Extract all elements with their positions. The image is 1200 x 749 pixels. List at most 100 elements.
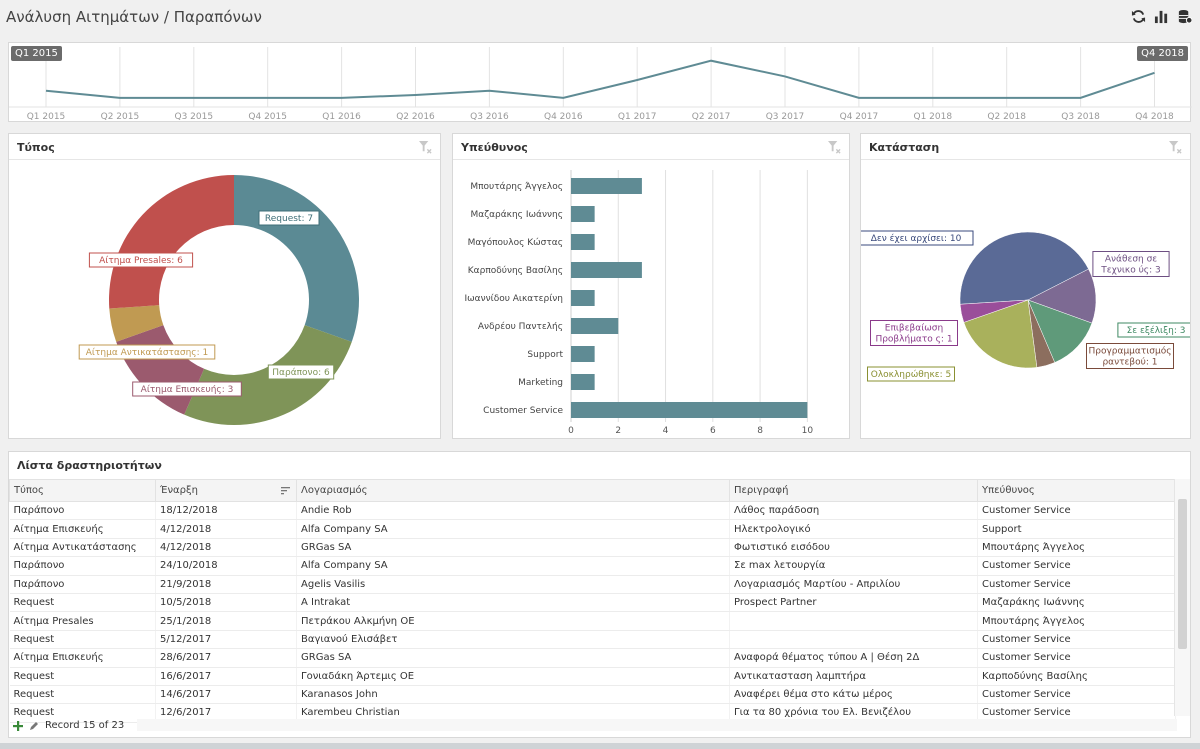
type-donut-chart[interactable]: Request: 7 Παράπονο: 6 Αίτημα Επισκευής: 3… [9, 160, 440, 438]
table-cell[interactable]: Σε max λετουργία [729, 556, 978, 576]
clear-filter-icon[interactable] [419, 141, 432, 154]
column-header-type[interactable]: Τύπος [9, 479, 156, 502]
pie-label-text: Προβλήματο ς: 1 [875, 335, 952, 345]
table-cell[interactable]: Ηλεκτρολογικό [729, 519, 978, 539]
table-cell[interactable]: Καρποδύνης Βασίλης [977, 667, 1176, 686]
table-cell[interactable]: Request [9, 703, 156, 723]
sort-desc-icon[interactable] [281, 487, 290, 495]
table-cell[interactable]: Agelis Vasilis [296, 575, 730, 594]
table-cell[interactable] [729, 630, 978, 650]
table-row[interactable]: Request 16/6/2017 Γονιαδάκη Άρτεμις ΟΕ Αντι… [9, 667, 1176, 686]
edit-icon[interactable] [29, 721, 39, 731]
timeline-end-tag[interactable]: Q4 2018 [1137, 46, 1188, 61]
database-icon[interactable] [1177, 9, 1192, 24]
table-row[interactable]: Αίτημα Επισκευής 28/6/2017 GRGas SA Αναφορά… [9, 648, 1176, 668]
add-icon[interactable] [13, 720, 23, 731]
table-cell[interactable]: Λάθος παράδοση [729, 501, 978, 521]
table-row[interactable]: Παράπονο 24/10/2018 Alfa Company SA Σε max … [9, 556, 1176, 576]
vertical-scrollbar[interactable] [1174, 479, 1190, 716]
table-cell[interactable]: 4/12/2018 [155, 519, 297, 539]
scrollbar-thumb[interactable] [1178, 499, 1187, 649]
table-cell[interactable]: Βαγιανού Ελισάβετ [296, 630, 730, 650]
table-cell[interactable]: 5/12/2017 [155, 630, 297, 650]
pie-label-box [870, 320, 958, 346]
table-cell[interactable]: Customer Service [977, 501, 1176, 521]
table-cell[interactable]: 28/6/2017 [155, 648, 297, 668]
table-cell[interactable]: Παράπονο [9, 556, 156, 576]
horizontal-scrollbar[interactable] [137, 719, 1177, 731]
bar-chart-icon[interactable] [1154, 9, 1169, 24]
clear-filter-icon[interactable] [828, 141, 841, 154]
table-cell[interactable]: Request [9, 630, 156, 650]
timeline-tick-label: Q3 2016 [470, 112, 509, 122]
table-cell[interactable]: Λογαριασμός Μαρτίου - Απριλίου [729, 575, 978, 594]
table-cell[interactable]: 24/10/2018 [155, 556, 297, 576]
table-cell[interactable]: Alfa Company SA [296, 519, 730, 539]
table-cell[interactable]: GRGas SA [296, 648, 730, 668]
table-cell[interactable]: 25/1/2018 [155, 611, 297, 631]
table-cell[interactable]: Customer Service [977, 685, 1176, 705]
table-cell[interactable]: Γονιαδάκη Άρτεμις ΟΕ [296, 667, 730, 686]
table-cell[interactable]: Αναφέρει θέμα στο κάτω μέρος [729, 685, 978, 705]
table-cell[interactable]: 21/9/2018 [155, 575, 297, 594]
table-cell[interactable]: 16/6/2017 [155, 667, 297, 686]
table-cell[interactable]: Request [9, 667, 156, 686]
table-cell[interactable]: Andie Rob [296, 501, 730, 521]
table-cell[interactable]: Customer Service [977, 556, 1176, 576]
table-cell[interactable]: Φωτιστικό εισόδου [729, 538, 978, 558]
table-cell[interactable]: Customer Service [977, 630, 1176, 650]
bar [571, 234, 595, 250]
column-header-description[interactable]: Περιγραφή [729, 479, 978, 502]
table-row[interactable]: Παράπονο 21/9/2018 Agelis Vasilis Λογαριασμ… [9, 575, 1176, 594]
table-cell[interactable]: 10/5/2018 [155, 593, 297, 613]
timeline-start-tag[interactable]: Q1 2015 [11, 46, 62, 61]
table-cell[interactable]: A Intrakat [296, 593, 730, 613]
table-cell[interactable]: 18/12/2018 [155, 501, 297, 521]
table-row[interactable]: Αίτημα Presales 25/1/2018 Πετράκου Αλκμήνη… [9, 611, 1176, 631]
table-cell[interactable]: 4/12/2018 [155, 538, 297, 558]
table-row[interactable]: Request 14/6/2017 Karanasos John Αναφέρει θ… [9, 685, 1176, 705]
table-cell[interactable]: Αναφορά θέματος τύπου Α | Θέση 2Δ [729, 648, 978, 668]
table-row[interactable]: Αίτημα Επισκευής 4/12/2018 Alfa Company SA… [9, 519, 1176, 539]
table-cell[interactable]: Αίτημα Επισκευής [9, 519, 156, 539]
table-cell[interactable]: Παράπονο [9, 575, 156, 594]
table-cell[interactable]: Αντικατασταση λαμπτήρα [729, 667, 978, 686]
table-cell[interactable]: Αίτημα Presales [9, 611, 156, 631]
table-cell[interactable]: Αίτημα Αντικατάστασης [9, 538, 156, 558]
table-row[interactable]: Request 10/5/2018 A Intrakat Prospect Partn… [9, 593, 1176, 613]
column-header-owner[interactable]: Υπεύθυνος [977, 479, 1176, 502]
table-row[interactable]: Αίτημα Αντικατάστασης 4/12/2018 GRGas SA Φω… [9, 538, 1176, 558]
table-cell[interactable]: Πετράκου Αλκμήνη ΟΕ [296, 611, 730, 631]
table-cell[interactable]: Karanasos John [296, 685, 730, 705]
bar [571, 290, 595, 306]
table-cell[interactable]: Prospect Partner [729, 593, 978, 613]
pie-label: Δεν έχει αρχίσει: 10 [861, 230, 974, 246]
table-cell[interactable]: Μαζαράκης Ιωάννης [977, 593, 1176, 613]
table-cell[interactable]: GRGas SA [296, 538, 730, 558]
owner-bar-chart[interactable]: 0 2 4 6 8 10 Μπουτάρης Άγγελος Μαζαράκης Ιωάννη… [453, 160, 849, 438]
table-cell[interactable]: Request [9, 685, 156, 705]
pie-slice-6 [959, 299, 1029, 323]
table-cell[interactable] [729, 611, 978, 631]
clear-filter-icon[interactable] [1169, 141, 1182, 154]
table-row[interactable]: Request 12/6/2017 Karembeu Christian Για τα… [9, 703, 1176, 723]
table-cell[interactable]: Request [9, 593, 156, 613]
table-cell[interactable]: Αίτημα Επισκευής [9, 648, 156, 668]
table-row[interactable]: Παράπονο 18/12/2018 Andie Rob Λάθος παράδοσ… [9, 501, 1176, 521]
table-cell[interactable]: Alfa Company SA [296, 556, 730, 576]
column-header-start[interactable]: Έναρξη [155, 479, 297, 502]
column-header-account[interactable]: Λογαριασμός [296, 479, 730, 502]
table-cell[interactable]: Παράπονο [9, 501, 156, 521]
table-cell[interactable]: Μπουτάρης Άγγελος [977, 538, 1176, 558]
table-cell[interactable]: Support [977, 519, 1176, 539]
table-cell[interactable]: Μπουτάρης Άγγελος [977, 611, 1176, 631]
table-cell[interactable]: Customer Service [977, 648, 1176, 668]
table-cell[interactable]: 14/6/2017 [155, 685, 297, 705]
table-cell[interactable]: Customer Service [977, 575, 1176, 594]
table-row[interactable]: Request 5/12/2017 Βαγιανού Ελισάβετ Custome… [9, 630, 1176, 650]
donut-label-box [78, 344, 216, 360]
timeline-range-selector[interactable]: Q1 2015 Q2 2015 Q3 2015 Q4 2015 Q1 2016 Q2 20… [8, 42, 1192, 122]
refresh-icon[interactable] [1131, 9, 1146, 24]
